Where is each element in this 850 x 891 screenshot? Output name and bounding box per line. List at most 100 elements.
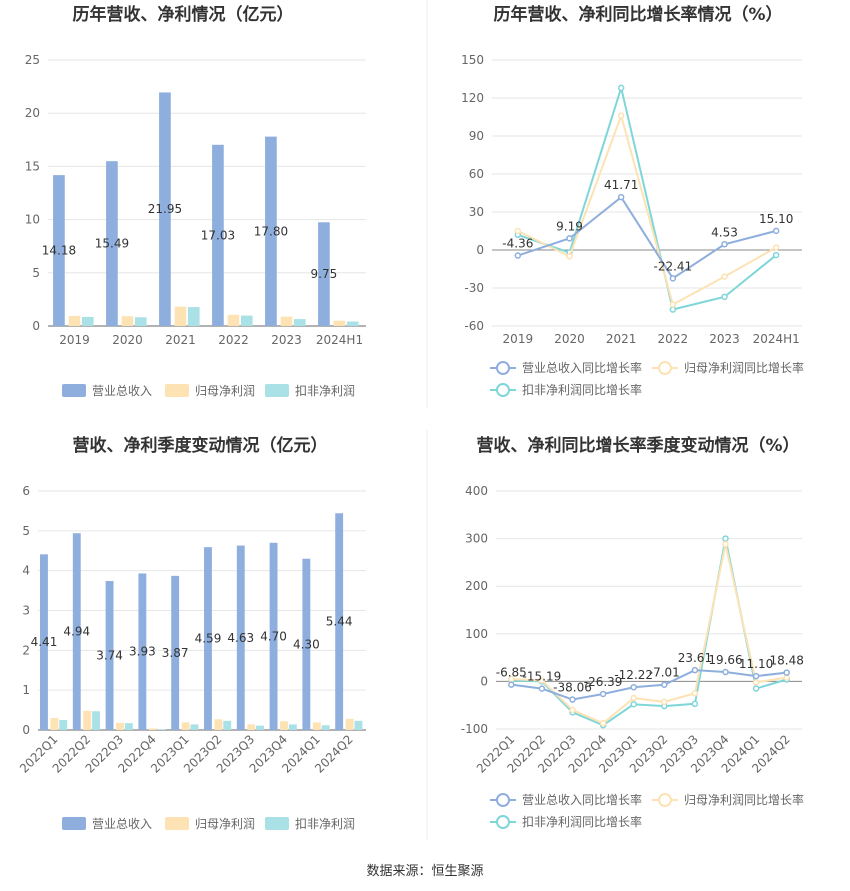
bar-net-profit: [116, 722, 124, 730]
line-data-label: -22.41: [653, 259, 692, 273]
line-data-label: 18.48: [770, 654, 804, 668]
bar-revenue: [171, 575, 180, 730]
series-point: [721, 293, 728, 301]
line-data-label: -15.19: [523, 670, 562, 684]
series-point: [691, 666, 699, 674]
bar-deducted-profit: [134, 317, 147, 326]
bar-net-profit: [148, 728, 157, 730]
series-point: [566, 235, 573, 242]
bar-data-label: 4.63: [227, 631, 254, 645]
y-tick-label: -30: [464, 281, 484, 295]
bar-revenue: [236, 545, 245, 730]
bar-deducted-profit: [354, 720, 363, 730]
series-point: [514, 227, 522, 235]
bar-deducted-profit: [293, 319, 306, 326]
series-line-deducted-profit-growth: [517, 84, 777, 311]
series-point: [630, 683, 637, 691]
chart-title: 历年营收、净利情况（亿元）: [73, 4, 294, 25]
chart-title: 营收、净利同比增长率季度变动情况（%）: [476, 435, 799, 456]
legend-label: 扣非净利润: [295, 817, 355, 831]
series-point: [722, 668, 729, 676]
series-point: [514, 252, 522, 259]
bar-net-profit: [68, 315, 81, 326]
series-point: [691, 690, 699, 697]
series-point: [722, 535, 729, 542]
bar-net-profit: [280, 721, 288, 730]
series-point: [752, 685, 760, 692]
legend-marker: [496, 793, 510, 807]
legend-swatch: [165, 817, 189, 830]
legend-marker: [496, 815, 510, 829]
series-point: [599, 720, 607, 727]
line-data-label: 19.66: [708, 653, 742, 667]
series-point: [538, 677, 546, 684]
bar-revenue: [159, 92, 171, 327]
bar-deducted-profit: [157, 729, 166, 730]
bar-data-label: 15.49: [95, 237, 129, 251]
line-data-label: 41.71: [604, 178, 638, 192]
series-point: [617, 193, 625, 201]
bar-revenue: [212, 144, 224, 326]
bar-revenue: [138, 573, 147, 730]
bar-net-profit: [50, 718, 59, 730]
x-tick-label: 2020: [554, 332, 585, 346]
bar-net-profit: [345, 718, 354, 730]
legend-marker: [496, 361, 510, 375]
line-data-label: 11.10: [739, 657, 773, 671]
y-tick-label: 10: [25, 213, 40, 227]
bar-deducted-profit: [223, 720, 232, 730]
line-data-label: 4.53: [711, 225, 738, 239]
legend-label: 归母净利润同比增长率: [684, 792, 804, 807]
bar-data-label: 14.18: [42, 244, 76, 258]
y-tick-label: 25: [25, 53, 40, 67]
x-tick-label: 2020: [112, 333, 143, 347]
y-tick-label: 300: [465, 532, 488, 546]
bar-net-profit: [333, 320, 346, 326]
y-tick-label: 5: [22, 524, 30, 538]
y-tick-label: 0: [476, 243, 484, 257]
bar-net-profit: [83, 710, 92, 730]
y-tick-label: 90: [469, 129, 484, 143]
series-point: [617, 84, 625, 92]
series-point: [772, 251, 780, 259]
series-line-net-profit-growth: [511, 544, 787, 725]
x-tick-label: 2019: [59, 333, 90, 347]
bar-data-label: 3.87: [162, 646, 189, 660]
series-point: [752, 672, 760, 680]
x-tick-label: 2021: [165, 333, 196, 347]
y-tick-label: 200: [465, 579, 488, 593]
series-point: [617, 112, 625, 119]
bar-revenue: [106, 161, 118, 326]
series-point: [569, 696, 576, 703]
bar-deducted-profit: [190, 724, 199, 730]
series-point: [691, 700, 699, 708]
y-tick-label: 100: [465, 627, 488, 641]
y-tick-label: 60: [469, 167, 484, 181]
bar-data-label: 17.03: [201, 228, 235, 242]
y-tick-label: -60: [464, 319, 484, 333]
series-point: [538, 685, 546, 692]
bar-revenue: [318, 222, 330, 326]
y-tick-label: 0: [32, 319, 40, 333]
bar-deducted-profit: [288, 724, 297, 730]
y-tick-label: 1: [22, 683, 30, 697]
y-tick-label: 5: [32, 266, 40, 280]
series-point: [599, 690, 607, 698]
series-point: [783, 669, 790, 676]
x-tick-label: 2023: [709, 332, 740, 346]
y-tick-label: 15: [25, 159, 40, 173]
line-data-label: -6.85: [496, 666, 527, 680]
legend-swatch: [62, 817, 86, 830]
series-point: [630, 700, 637, 708]
legend-marker: [658, 361, 672, 375]
bar-net-profit: [214, 719, 223, 730]
series-point: [661, 681, 668, 688]
bar-data-label: 5.44: [326, 615, 353, 629]
line-data-label: -12.22: [614, 668, 653, 682]
legend-swatch: [265, 817, 289, 830]
bar-deducted-profit: [346, 321, 359, 326]
bar-revenue: [335, 513, 344, 730]
y-tick-label: 0: [22, 723, 30, 737]
bar-data-label: 17.80: [254, 224, 288, 238]
